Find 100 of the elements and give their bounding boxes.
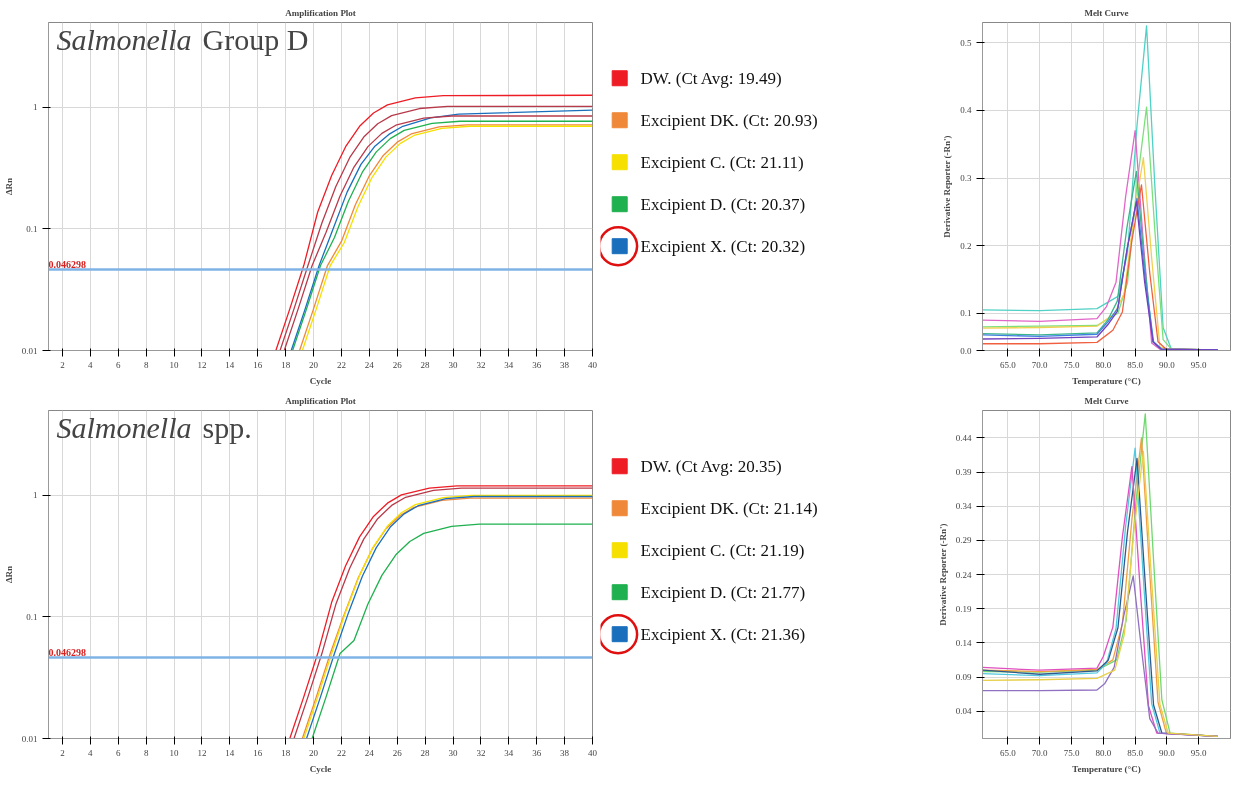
y-tick-label: 0.44: [955, 432, 972, 443]
y-tick-label: 0.4: [960, 105, 972, 116]
y-tick-label: 1: [33, 490, 38, 501]
x-axis-title: Temperature (°C): [1072, 375, 1141, 386]
y-axis-title: Derivative Reporter (-Rn'): [937, 523, 948, 626]
x-tick-label: 16: [253, 359, 263, 370]
x-tick-label: 28: [420, 747, 431, 758]
y-tick-label: 0.04: [955, 706, 972, 717]
x-tick-label: 32: [476, 359, 486, 370]
x-tick-label: 8: [143, 359, 149, 370]
legend-label: Excipient X. (Ct: 21.36): [640, 624, 806, 644]
y-tick-label: 0.01: [21, 733, 38, 744]
x-tick-label: 26: [392, 359, 403, 370]
x-tick-label: 95.0: [1190, 747, 1208, 758]
x-tick-label: 65.0: [1000, 747, 1017, 758]
legend-label: Excipient DK. (Ct: 20.93): [640, 110, 818, 130]
y-tick-label: 0.1: [26, 611, 38, 622]
x-tick-label: 12: [197, 747, 207, 758]
chart-title: Melt Curve: [1084, 395, 1129, 406]
y-tick-label: 0.09: [955, 672, 972, 682]
x-tick-label: 12: [197, 359, 207, 370]
x-tick-label: 6: [115, 747, 121, 758]
x-tick-label: 16: [253, 747, 263, 758]
x-tick-label: 4: [88, 747, 94, 758]
x-tick-label: 75.0: [1063, 359, 1080, 370]
x-tick-label: 22: [336, 359, 346, 370]
legend-label: Excipient X. (Ct: 20.32): [640, 236, 806, 256]
y-tick-label: 0.3: [960, 173, 972, 184]
ref-line-label: 0.046298: [48, 258, 86, 270]
x-axis-title: Cycle: [309, 763, 332, 774]
x-tick-label: 85.0: [1127, 359, 1144, 370]
y-tick-label: 0.29: [955, 535, 972, 546]
y-tick-label: 0.2: [960, 240, 972, 251]
y-tick-label: 0.0: [960, 345, 972, 356]
x-tick-label: 8: [143, 747, 149, 758]
x-tick-label: 70.0: [1031, 747, 1049, 758]
x-tick-label: 36: [532, 747, 542, 758]
x-tick-label: 6: [115, 359, 121, 370]
x-tick-label: 24: [364, 359, 375, 370]
x-tick-label: 24: [364, 747, 375, 758]
x-tick-label: 34: [504, 747, 514, 758]
x-tick-label: 90.0: [1159, 747, 1176, 758]
chart-title: Melt Curve: [1084, 7, 1129, 18]
x-tick-label: 2: [60, 359, 65, 370]
x-tick-label: 14: [225, 747, 235, 758]
x-tick-label: 38: [560, 747, 570, 758]
y-tick-label: 0.01: [21, 345, 38, 356]
x-tick-label: 75.0: [1063, 747, 1080, 758]
y-tick-label: 0.39: [955, 467, 972, 477]
text: DW. (Ct Avg: 20.35): [640, 456, 782, 476]
y-axis-title: Derivative Reporter (-Rn'): [942, 135, 953, 238]
legend-label: DW. (Ct Avg: 19.49): [640, 68, 782, 88]
legend-label: Excipient C. (Ct: 21.11): [640, 152, 804, 172]
y-tick-label: 0.1: [26, 223, 38, 234]
x-tick-label: 90.0: [1159, 359, 1176, 370]
x-tick-label: 30: [448, 747, 459, 758]
legend-label: Excipient DK. (Ct: 21.14): [640, 498, 818, 518]
x-tick-label: 2: [60, 747, 65, 758]
x-tick-label: 85.0: [1127, 747, 1144, 758]
chart-title: Amplification Plot: [285, 7, 356, 18]
y-axis-title: ΔRn: [3, 565, 14, 584]
y-axis-title: ΔRn: [3, 177, 14, 196]
chart-title: Amplification Plot: [285, 395, 356, 406]
x-tick-label: 36: [532, 359, 542, 370]
x-tick-label: 40: [588, 747, 598, 758]
x-axis-title: Cycle: [309, 375, 332, 386]
x-tick-label: 70.0: [1031, 359, 1049, 370]
y-tick-label: 0.1: [960, 308, 972, 319]
x-tick-label: 80.0: [1095, 747, 1112, 758]
x-tick-label: 14: [225, 359, 235, 370]
annotation: Salmonella Group D: [56, 22, 309, 56]
x-tick-label: 20: [309, 359, 319, 370]
ref-line-label: 0.046298: [48, 646, 86, 658]
x-tick-label: 30: [448, 359, 459, 370]
x-tick-label: 18: [281, 747, 291, 758]
y-tick-label: 0.19: [955, 603, 972, 614]
x-tick-label: 95.0: [1190, 359, 1208, 370]
x-tick-label: 10: [169, 359, 180, 370]
x-axis-title: Temperature (°C): [1072, 763, 1141, 774]
x-tick-label: 18: [281, 359, 291, 370]
legend-label: Excipient C. (Ct: 21.19): [640, 540, 805, 560]
x-tick-label: 40: [588, 359, 598, 370]
y-tick-label: 0.14: [955, 637, 972, 648]
x-tick-label: 65.0: [1000, 359, 1017, 370]
x-tick-label: 22: [336, 747, 346, 758]
x-tick-label: 28: [420, 359, 431, 370]
x-tick-label: 26: [392, 747, 403, 758]
x-tick-label: 38: [560, 359, 570, 370]
x-tick-label: 10: [169, 747, 180, 758]
x-tick-label: 80.0: [1095, 359, 1112, 370]
y-tick-label: 0.5: [960, 37, 972, 48]
legend-label: Excipient D. (Ct: 20.37): [640, 194, 806, 214]
y-tick-label: 0.24: [955, 569, 972, 580]
annotation: Salmonella spp.: [56, 410, 252, 444]
x-tick-label: 32: [476, 747, 486, 758]
legend-label: Excipient D. (Ct: 21.77): [640, 582, 806, 602]
x-tick-label: 34: [504, 359, 514, 370]
x-tick-label: 4: [88, 359, 94, 370]
x-tick-label: 20: [309, 747, 319, 758]
y-tick-label: 1: [33, 102, 38, 113]
